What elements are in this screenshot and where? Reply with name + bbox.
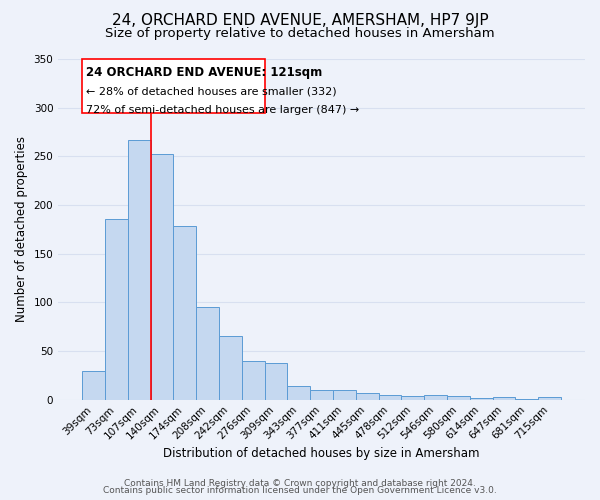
Bar [219, 336, 242, 400]
Text: 24, ORCHARD END AVENUE, AMERSHAM, HP7 9JP: 24, ORCHARD END AVENUE, AMERSHAM, HP7 9J… [112, 12, 488, 28]
Bar [356, 393, 379, 400]
Text: 72% of semi-detached houses are larger (847) →: 72% of semi-detached houses are larger (… [86, 105, 359, 115]
Bar [447, 396, 470, 400]
Bar [265, 362, 287, 400]
Bar [82, 59, 265, 112]
Bar [379, 395, 401, 400]
Y-axis label: Number of detached properties: Number of detached properties [15, 136, 28, 322]
Bar [128, 140, 151, 400]
Bar [333, 390, 356, 400]
Bar [310, 390, 333, 400]
Bar [287, 386, 310, 400]
Bar [515, 399, 538, 400]
Text: ← 28% of detached houses are smaller (332): ← 28% of detached houses are smaller (33… [86, 86, 336, 97]
Text: 24 ORCHARD END AVENUE: 121sqm: 24 ORCHARD END AVENUE: 121sqm [86, 66, 322, 79]
Bar [105, 218, 128, 400]
Text: Contains HM Land Registry data © Crown copyright and database right 2024.: Contains HM Land Registry data © Crown c… [124, 478, 476, 488]
Text: Contains public sector information licensed under the Open Government Licence v3: Contains public sector information licen… [103, 486, 497, 495]
Bar [538, 397, 561, 400]
X-axis label: Distribution of detached houses by size in Amersham: Distribution of detached houses by size … [163, 447, 480, 460]
Bar [493, 397, 515, 400]
Bar [173, 226, 196, 400]
Bar [470, 398, 493, 400]
Bar [242, 361, 265, 400]
Bar [151, 154, 173, 400]
Bar [196, 307, 219, 400]
Bar [424, 395, 447, 400]
Bar [82, 370, 105, 400]
Text: Size of property relative to detached houses in Amersham: Size of property relative to detached ho… [105, 28, 495, 40]
Bar [401, 396, 424, 400]
